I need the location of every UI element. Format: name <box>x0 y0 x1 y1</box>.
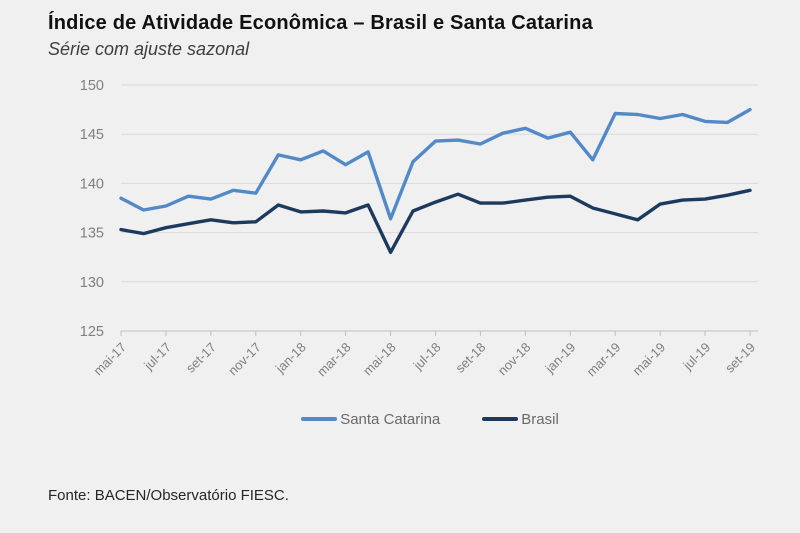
legend-item-brasil: Brasil <box>482 411 559 428</box>
x-axis-tick-label: nov-18 <box>495 340 534 379</box>
x-axis-tick-label: set-17 <box>183 340 219 376</box>
y-axis-tick-label: 150 <box>80 78 104 94</box>
x-axis-tick-label: jan-19 <box>542 340 579 377</box>
x-axis-tick-label: nov-17 <box>225 340 264 379</box>
series-line-santa-catarina <box>119 107 752 221</box>
x-axis-tick-label: set-18 <box>452 340 488 376</box>
legend-label-brasil: Brasil <box>521 410 559 428</box>
chart-header: Índice de Atividade Econômica – Brasil e… <box>48 12 593 60</box>
x-axis-tick-label: mar-19 <box>584 340 624 380</box>
x-axis-tick-label: mai-17 <box>90 340 129 379</box>
x-axis-tick-label: mai-18 <box>360 340 399 379</box>
x-axis-tick-label: jul-19 <box>679 340 713 374</box>
page-subtitle: Série com ajuste sazonal <box>48 39 250 59</box>
x-axis-tick-label: jul-18 <box>410 340 444 374</box>
x-axis-tick-label: mar-18 <box>314 340 354 380</box>
chart-legend: Santa Catarina Brasil <box>0 408 800 430</box>
y-axis-tick-label: 130 <box>80 275 104 291</box>
legend-item-santa-catarina: Santa Catarina <box>301 411 440 428</box>
santa-catarina-line-swatch <box>301 417 338 421</box>
x-axis-tick-label: set-19 <box>722 340 758 376</box>
brasil-line-swatch <box>482 417 519 421</box>
y-axis-tick-label: 135 <box>80 226 104 242</box>
x-axis-tick-label: jan-18 <box>272 340 309 377</box>
y-axis-tick-label: 140 <box>80 176 104 192</box>
y-axis-tick-label: 145 <box>80 127 104 143</box>
series-line-brasil <box>119 188 752 255</box>
page-title: Índice de Atividade Econômica – Brasil e… <box>48 12 593 34</box>
x-axis-tick-label: jul-17 <box>140 340 174 374</box>
legend-label-santa-catarina: Santa Catarina <box>340 410 441 428</box>
source-note: Fonte: BACEN/Observatório FIESC. <box>48 487 289 504</box>
y-axis-tick-label: 125 <box>80 324 104 340</box>
x-axis-tick-label: mai-19 <box>630 340 669 379</box>
